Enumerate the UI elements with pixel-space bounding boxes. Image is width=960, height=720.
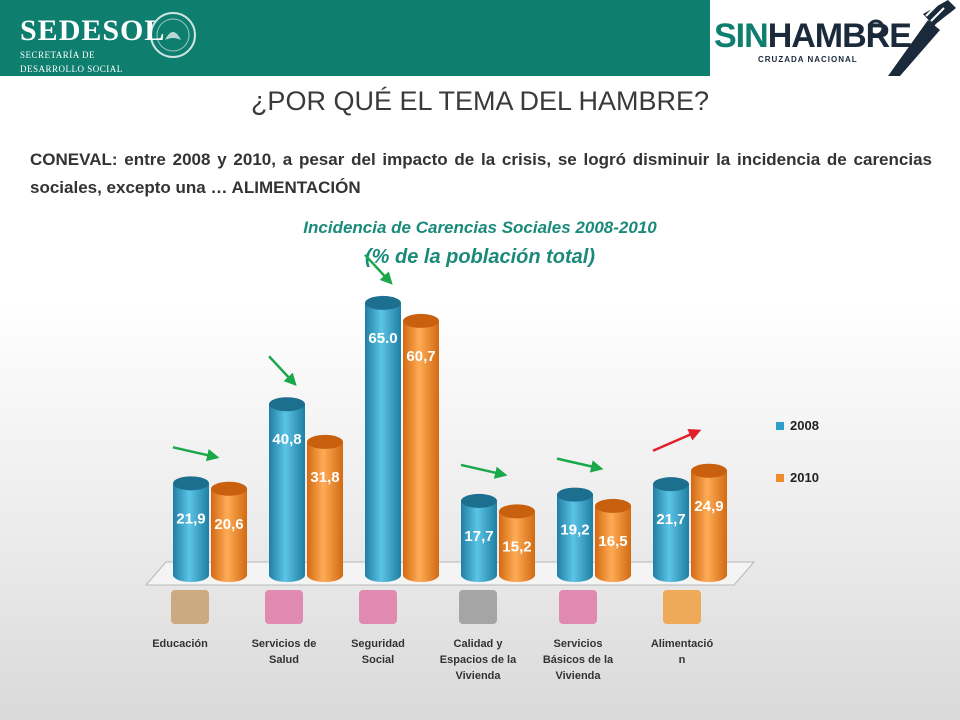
bar-servicios-basicos-de-la-vivienda-2010 xyxy=(595,498,631,582)
category-icon-seguridad-social xyxy=(359,590,397,624)
logo-sub-text-1: SECRETARÍA DE xyxy=(20,50,96,60)
category-icon-servicios-basicos-de-la-vivienda xyxy=(559,590,597,624)
data-label-servicios-de-salud-2008: 40,8 xyxy=(272,431,301,448)
bar-top xyxy=(211,481,247,496)
data-label-calidad-y-espacios-de-la-vivienda-2010: 15,2 xyxy=(502,538,531,555)
header-bar: SEDESOL SECRETARÍA DE DESARROLLO SOCIAL … xyxy=(0,0,960,76)
bar-top xyxy=(691,463,727,478)
bar-body xyxy=(403,320,439,582)
bar-seguridad-social-2008 xyxy=(365,295,401,582)
bar-alimentacion-2008 xyxy=(653,477,689,582)
bar-top xyxy=(365,295,401,310)
bar-top xyxy=(307,434,343,449)
category-label-educacion: Educación xyxy=(152,638,208,650)
bar-servicios-de-salud-2008 xyxy=(269,397,305,582)
bar-calidad-y-espacios-de-la-vivienda-2008 xyxy=(461,493,497,582)
brand-subtitle: CRUZADA NACIONAL xyxy=(758,55,858,64)
bar-seguridad-social-2010 xyxy=(403,313,439,582)
category-label-servicios-basicos-de-la-vivienda: Servicios Básicos de la Vivienda xyxy=(542,638,614,682)
page-title: ¿POR QUÉ EL TEMA DEL HAMBRE? xyxy=(250,86,710,116)
logo-main-text: SEDESOL xyxy=(20,14,166,47)
category-icon-educacion xyxy=(171,590,209,624)
sinhambre-wordmark: SINHAMBRE xyxy=(714,17,912,55)
sedesol-logo: SEDESOL SECRETARÍA DE DESARROLLO SOCIAL xyxy=(20,14,166,75)
fork-icon xyxy=(868,0,956,76)
bar-top xyxy=(499,504,535,519)
data-label-servicios-basicos-de-la-vivienda-2008: 19,2 xyxy=(560,522,589,539)
bar-servicios-de-salud-2010 xyxy=(307,434,343,582)
bar-body xyxy=(461,500,497,582)
bar-body xyxy=(173,483,209,582)
bar-body xyxy=(691,470,727,582)
logo-sub-text-2: DESARROLLO SOCIAL xyxy=(20,64,123,74)
category-icon-servicios-de-salud xyxy=(265,590,303,624)
bar-top xyxy=(557,487,593,502)
intro-text: CONEVAL: entre 2008 y 2010, a pesar del … xyxy=(30,150,932,197)
brand-sin: SIN xyxy=(714,17,769,55)
bar-body xyxy=(653,484,689,582)
brand-hambre: HAMBRE xyxy=(767,17,912,55)
bar-body xyxy=(499,511,535,582)
data-label-educacion-2008: 21,9 xyxy=(176,510,205,527)
data-label-servicios-de-salud-2010: 31,8 xyxy=(310,469,339,486)
legend-item-2008: 2008 xyxy=(776,418,856,434)
bar-top xyxy=(173,476,209,491)
trend-arrow-up-alimentacion xyxy=(652,429,702,452)
bar-alimentacion-2010 xyxy=(691,463,727,582)
category-icon-alimentacion xyxy=(663,590,701,624)
bar-servicios-basicos-de-la-vivienda-2008 xyxy=(557,487,593,582)
category-label-calidad-y-espacios-de-la-vivienda: Calidad y Espacios de la Vivienda xyxy=(439,638,517,682)
chart-subtitle: (% de la población total) xyxy=(364,246,595,268)
legend-swatch-2008 xyxy=(776,422,784,430)
bar-body xyxy=(269,404,305,582)
sinhambre-logo: SINHAMBRE CRUZADA NACIONAL xyxy=(710,0,960,76)
bar-body xyxy=(307,441,343,582)
legend-label-2008: 2008 xyxy=(790,418,819,433)
legend-label-2010: 2010 xyxy=(790,470,819,485)
legend-item-2010: 2010 xyxy=(776,470,856,486)
bar-body xyxy=(365,302,401,582)
bar-body xyxy=(595,505,631,582)
bar-calidad-y-espacios-de-la-vivienda-2010 xyxy=(499,504,535,582)
category-label-servicios-de-salud: Servicios de Salud xyxy=(251,638,317,666)
bar-educacion-2008 xyxy=(173,476,209,582)
data-label-alimentacion-2010: 24,9 xyxy=(694,498,723,515)
bar-body xyxy=(557,494,593,582)
trend-arrow-down-servicios-basicos-de-la-vivienda xyxy=(556,457,604,473)
data-label-educacion-2010: 20,6 xyxy=(214,516,243,533)
bar-body xyxy=(211,488,247,582)
bar-top xyxy=(461,493,497,508)
category-label-alimentacion: Alimentació n xyxy=(650,638,714,666)
legend-swatch-2010 xyxy=(776,474,784,482)
bar-educacion-2010 xyxy=(211,481,247,582)
trend-arrow-down-educacion xyxy=(172,446,220,462)
mexico-seal-icon xyxy=(150,12,196,58)
trend-arrow-down-calidad-y-espacios-de-la-vivienda xyxy=(460,463,508,479)
category-icon-calidad-y-espacios-de-la-vivienda xyxy=(459,590,497,624)
data-label-alimentacion-2008: 21,7 xyxy=(656,511,685,528)
bar-top xyxy=(595,498,631,513)
data-label-seguridad-social-2010: 60,7 xyxy=(406,348,435,365)
trend-arrow-down-servicios-de-salud xyxy=(268,355,297,387)
chart-title: Incidencia de Carencias Sociales 2008-20… xyxy=(303,218,657,237)
trend-arrow-down-seguridad-social xyxy=(364,254,393,285)
bar-top xyxy=(653,477,689,492)
data-label-seguridad-social-2008: 65.0 xyxy=(368,330,397,347)
data-label-calidad-y-espacios-de-la-vivienda-2008: 17,7 xyxy=(464,528,493,545)
data-label-servicios-basicos-de-la-vivienda-2010: 16,5 xyxy=(598,533,627,550)
category-label-seguridad-social: Seguridad Social xyxy=(351,638,405,666)
bar-top xyxy=(269,397,305,412)
bar-top xyxy=(403,313,439,328)
